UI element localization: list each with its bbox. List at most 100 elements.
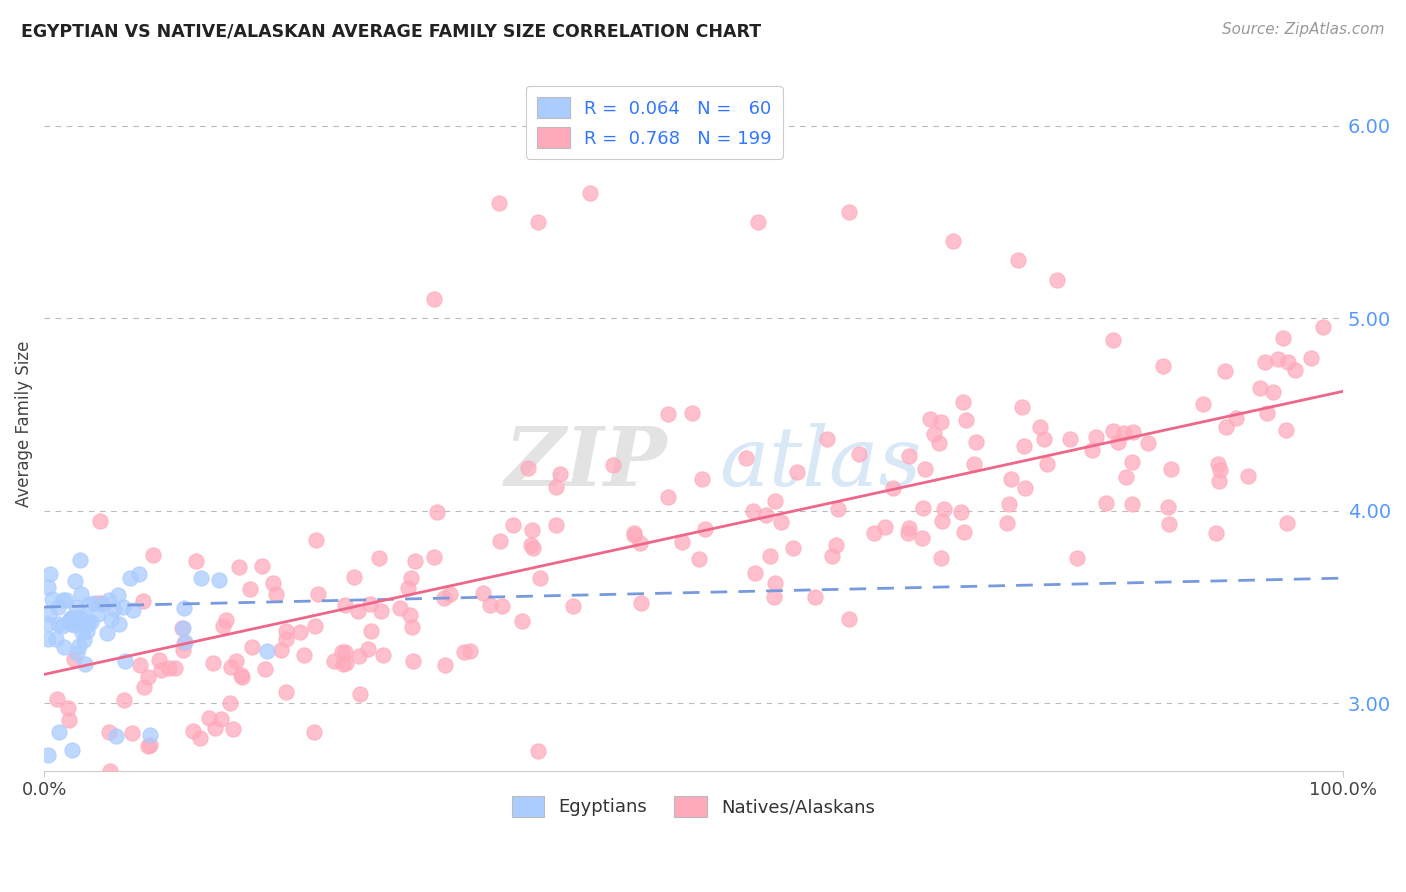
- Point: [1122, 425, 1144, 439]
- Point: [173, 600, 195, 615]
- Point: [72, 632, 94, 647]
- Point: [402, 654, 425, 668]
- Point: [373, 648, 395, 663]
- Point: [1085, 430, 1108, 444]
- Point: [882, 481, 904, 495]
- Point: [1254, 355, 1277, 369]
- Point: [239, 582, 262, 597]
- Point: [1066, 551, 1088, 566]
- Point: [46, 599, 69, 614]
- Point: [911, 500, 934, 515]
- Point: [332, 657, 354, 671]
- Point: [502, 518, 524, 533]
- Point: [139, 728, 162, 742]
- Point: [388, 601, 411, 615]
- Point: [1312, 319, 1334, 334]
- Point: [100, 612, 122, 626]
- Point: [91, 598, 114, 612]
- Point: [1121, 498, 1143, 512]
- Point: [165, 660, 187, 674]
- Point: [1121, 455, 1143, 469]
- Point: [1014, 439, 1036, 453]
- Point: [108, 617, 131, 632]
- Point: [952, 524, 974, 539]
- Point: [1192, 396, 1215, 410]
- Point: [79, 615, 101, 629]
- Point: [529, 571, 551, 585]
- Point: [304, 619, 326, 633]
- Point: [90, 596, 112, 610]
- Point: [1263, 384, 1285, 399]
- Point: [1014, 481, 1036, 495]
- Point: [172, 621, 194, 635]
- Point: [949, 505, 972, 519]
- Point: [58, 713, 80, 727]
- Point: [963, 457, 986, 471]
- Point: [359, 597, 381, 611]
- Point: [225, 654, 247, 668]
- Point: [302, 724, 325, 739]
- Point: [932, 502, 955, 516]
- Point: [37, 617, 59, 632]
- Point: [333, 645, 356, 659]
- Point: [58, 701, 80, 715]
- Point: [256, 644, 278, 658]
- Point: [65, 646, 87, 660]
- Point: [838, 205, 860, 219]
- Point: [747, 215, 769, 229]
- Point: [439, 586, 461, 600]
- Point: [862, 526, 884, 541]
- Point: [657, 490, 679, 504]
- Point: [86, 597, 108, 611]
- Point: [307, 587, 329, 601]
- Point: [112, 600, 135, 615]
- Point: [41, 591, 63, 606]
- Point: [735, 451, 758, 466]
- Point: [76, 616, 98, 631]
- Point: [52, 593, 75, 607]
- Point: [276, 632, 298, 646]
- Point: [60, 743, 83, 757]
- Point: [347, 604, 370, 618]
- Point: [173, 635, 195, 649]
- Point: [142, 548, 165, 562]
- Point: [136, 739, 159, 753]
- Point: [242, 640, 264, 654]
- Point: [1036, 457, 1059, 471]
- Point: [995, 516, 1018, 530]
- Point: [1275, 424, 1298, 438]
- Point: [630, 596, 652, 610]
- Point: [58, 612, 80, 626]
- Point: [159, 661, 181, 675]
- Point: [914, 462, 936, 476]
- Point: [1152, 359, 1174, 374]
- Point: [51, 619, 73, 633]
- Point: [1112, 425, 1135, 440]
- Point: [181, 723, 204, 738]
- Point: [426, 505, 449, 519]
- Point: [114, 654, 136, 668]
- Point: [398, 607, 420, 622]
- Point: [479, 598, 502, 612]
- Point: [262, 575, 284, 590]
- Point: [96, 626, 118, 640]
- Point: [1271, 331, 1294, 345]
- Point: [522, 541, 544, 556]
- Point: [578, 186, 600, 200]
- Point: [453, 645, 475, 659]
- Point: [332, 645, 354, 659]
- Point: [602, 458, 624, 472]
- Point: [349, 648, 371, 663]
- Point: [398, 581, 420, 595]
- Point: [209, 712, 232, 726]
- Point: [1225, 411, 1247, 425]
- Point: [368, 550, 391, 565]
- Point: [1107, 435, 1129, 450]
- Point: [1284, 363, 1306, 377]
- Point: [121, 725, 143, 739]
- Point: [335, 656, 357, 670]
- Point: [48, 725, 70, 739]
- Point: [214, 613, 236, 627]
- Point: [671, 534, 693, 549]
- Point: [343, 570, 366, 584]
